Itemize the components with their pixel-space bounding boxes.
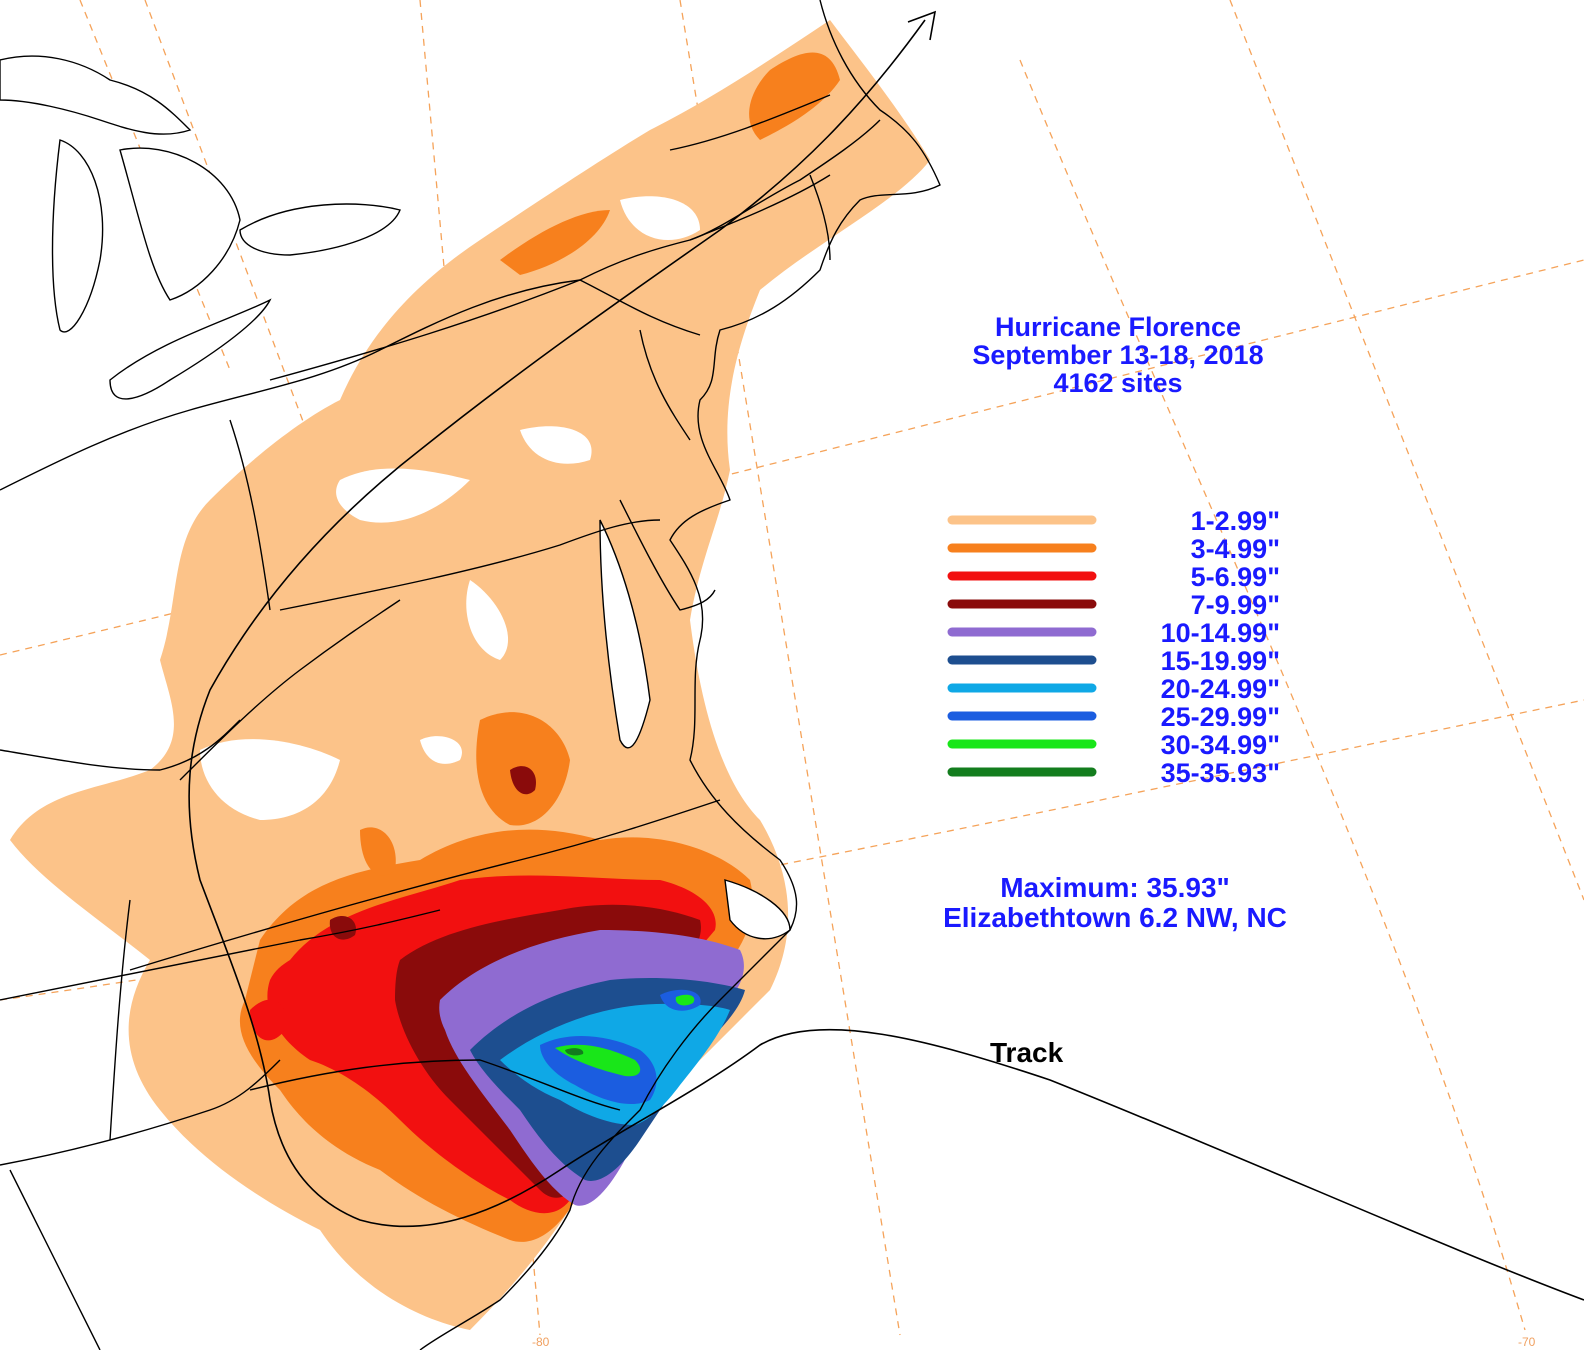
title-line-3: 4162 sites (1053, 368, 1182, 398)
legend-label-0: 1-2.99" (1191, 506, 1280, 536)
legend-label-6: 20-24.99" (1161, 674, 1280, 704)
lake-huron (119, 147, 241, 301)
va-nc-border (129, 799, 721, 971)
map-title: Hurricane Florence September 13-18, 2018… (972, 312, 1263, 398)
boundaries (0, 0, 941, 1350)
legend-label-4: 10-14.99" (1161, 618, 1280, 648)
graticule-line-lon-80 (419, 0, 541, 1336)
graticule-line-lon-west-2 (144, 0, 401, 681)
wv-va-border (179, 599, 401, 781)
legend-label-2: 5-6.99" (1191, 562, 1280, 592)
tn-ky-border (0, 909, 441, 1001)
chesapeake-bay (599, 519, 651, 749)
oh-wv-border (0, 719, 241, 771)
hurricane-track (188, 10, 1584, 1301)
legend-label-1: 3-4.99" (1191, 534, 1280, 564)
al-border (109, 899, 131, 1141)
maximum-location: Elizabethtown 6.2 NW, NC (943, 902, 1287, 933)
nj-border (639, 329, 691, 441)
lake-erie (109, 298, 272, 400)
ny-pa-border (269, 279, 701, 381)
legend-label-3: 7-9.99" (1191, 590, 1280, 620)
pa-oh-border (229, 419, 271, 611)
maximum-value: Maximum: 35.93" (1000, 872, 1230, 903)
title-line-2: September 13-18, 2018 (972, 340, 1263, 370)
legend-label-5: 15-19.99" (1161, 646, 1280, 676)
lake-superior (0, 55, 192, 135)
legend: 1-2.99"3-4.99"5-6.99"7-9.99"10-14.99"15-… (947, 506, 1280, 788)
longitude-label-80: -80 (532, 1335, 550, 1349)
us-canada-border (0, 119, 881, 491)
ga-sc-inner (9, 1169, 101, 1350)
legend-label-8: 30-34.99" (1161, 730, 1280, 760)
rain-band-35-35.93 (565, 1048, 584, 1056)
legend-label-9: 35-35.93" (1161, 758, 1280, 788)
sc-ga-border (0, 1059, 281, 1166)
water-bodies (0, 55, 791, 940)
title-line-1: Hurricane Florence (995, 312, 1241, 342)
pa-md-border (279, 519, 661, 611)
track-line (188, 19, 1584, 1301)
lake-ontario (239, 203, 401, 256)
coastline (419, 0, 941, 1350)
lake-michigan (51, 139, 104, 333)
track-arrowhead-icon (907, 10, 937, 41)
longitude-label-70: -70 (1518, 1335, 1536, 1349)
track-label: Track (990, 1037, 1064, 1068)
legend-label-7: 25-29.99" (1161, 702, 1280, 732)
nc-sc-border (249, 1059, 621, 1111)
graticule-line-lon-70 (1019, 59, 1526, 1331)
maximum-info: Maximum: 35.93" Elizabethtown 6.2 NW, NC (943, 872, 1287, 933)
graticule-line-lon-east (1229, 0, 1584, 901)
rainfall-shading (10, 20, 930, 1330)
delmarva-border (619, 499, 716, 611)
new-england-borders (669, 94, 831, 261)
